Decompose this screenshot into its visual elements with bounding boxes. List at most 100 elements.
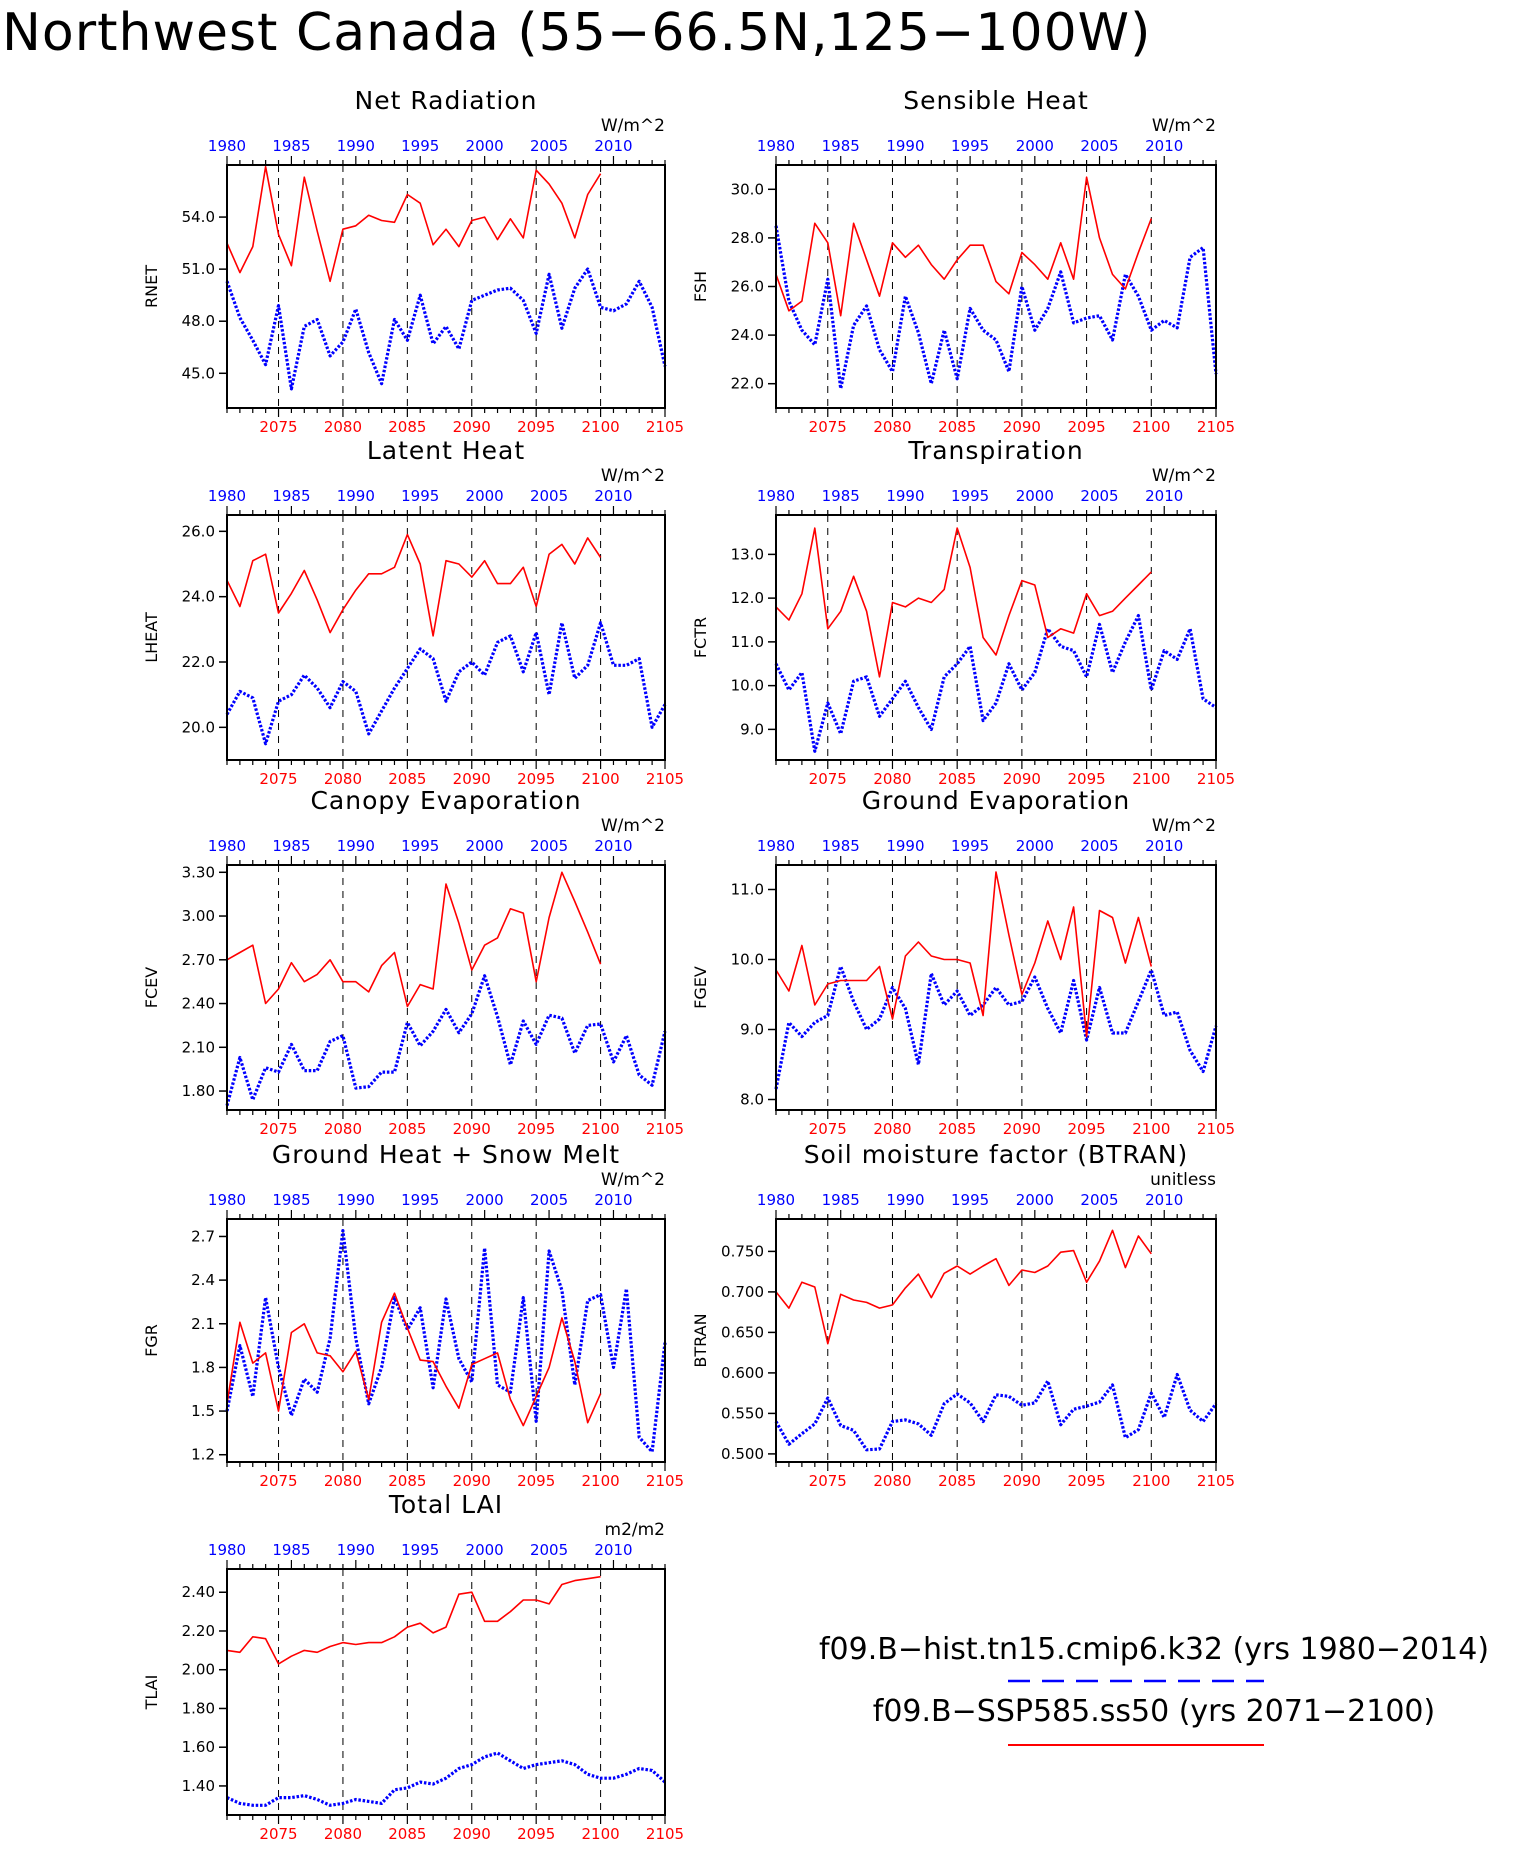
panel-title: Total LAI: [388, 1490, 503, 1519]
y-tick-label: 2.40: [182, 995, 215, 1013]
y-tick-label: 2.40: [182, 1583, 215, 1601]
y-tick-label: 13.0: [731, 545, 764, 563]
y-tick-label: 26.0: [182, 522, 215, 540]
top-x-tick-label: 1990: [337, 1191, 375, 1209]
bottom-x-tick-label: 2085: [388, 1120, 426, 1138]
bottom-x-tick-label: 2100: [1132, 1472, 1170, 1490]
top-x-tick-label: 2010: [594, 487, 632, 505]
unit-label: W/m^2: [601, 1170, 665, 1190]
bottom-x-tick-label: 2090: [453, 1472, 491, 1490]
top-x-tick-label: 2000: [466, 1541, 504, 1559]
plot-frame: [775, 864, 1217, 1111]
panel-fsh: Sensible Heat W/m^2 FSH 22.0 24.0 26.0 28.0 30.…: [691, 86, 1235, 436]
panel-title: Sensible Heat: [903, 86, 1089, 115]
y-tick-label: 0.750: [721, 1242, 764, 1260]
unit-label: W/m^2: [1152, 466, 1216, 486]
bottom-x-tick-label: 2105: [646, 1472, 684, 1490]
y-tick-label: 22.0: [182, 653, 215, 671]
bottom-x-tick-label: 2080: [324, 418, 362, 436]
bottom-x-tick-label: 2090: [453, 770, 491, 788]
bottom-x-tick-label: 2105: [1197, 770, 1235, 788]
series-line-hist: [225, 267, 667, 391]
legend-hist-label: f09.B−hist.tn15.cmip6.k32 (yrs 1980−2014…: [819, 1632, 1489, 1667]
bottom-x-tick-label: 2090: [1003, 770, 1041, 788]
series-line-ssp585: [226, 165, 602, 283]
bottom-x-tick-label: 2105: [646, 1120, 684, 1138]
top-x-tick-label: 2010: [594, 1541, 632, 1559]
bottom-x-tick-label: 2080: [324, 770, 362, 788]
top-x-tick-label: 2010: [594, 1191, 632, 1209]
series-line-hist: [226, 1751, 667, 1807]
bottom-x-tick-label: 2090: [453, 1825, 491, 1843]
top-x-tick-label: 1985: [822, 837, 860, 855]
top-x-tick-label: 1995: [951, 487, 989, 505]
top-x-tick-label: 1990: [337, 487, 375, 505]
top-x-tick-label: 1995: [401, 487, 439, 505]
panel-fctr: Transpiration W/m^2 FCTR 9.0 10.0 11.0 12.0 13.…: [691, 436, 1235, 788]
top-x-tick-label: 1990: [337, 137, 375, 155]
y-tick-label: 1.5: [191, 1402, 215, 1420]
bottom-x-tick-label: 2090: [1003, 1472, 1041, 1490]
y-tick-label: 0.550: [721, 1404, 764, 1422]
bottom-x-tick-label: 2075: [259, 1120, 297, 1138]
y-axis-label: LHEAT: [142, 612, 161, 663]
panel-lheat: Latent Heat W/m^2 LHEAT 20.0 22.0 24.0 26.0 207…: [142, 436, 684, 788]
y-tick-label: 8.0: [740, 1091, 764, 1109]
figure-title: Northwest Canada (55−66.5N,125−100W): [2, 3, 1151, 63]
series-line-hist: [774, 225, 1218, 391]
bottom-x-tick-label: 2085: [388, 1825, 426, 1843]
top-x-tick-label: 1980: [757, 1191, 795, 1209]
bottom-x-tick-label: 2105: [1197, 418, 1235, 436]
top-x-tick-label: 2000: [1016, 137, 1054, 155]
top-x-tick-label: 1990: [886, 837, 924, 855]
bottom-x-tick-label: 2090: [1003, 418, 1041, 436]
y-axis-label: FGEV: [691, 966, 710, 1009]
bottom-x-tick-label: 2075: [809, 1120, 847, 1138]
top-x-tick-label: 1995: [401, 1191, 439, 1209]
bottom-x-tick-label: 2085: [938, 770, 976, 788]
bottom-x-tick-label: 2080: [873, 1472, 911, 1490]
top-x-tick-label: 1985: [272, 1191, 310, 1209]
top-x-tick-label: 1990: [886, 487, 924, 505]
bottom-x-tick-label: 2090: [453, 418, 491, 436]
unit-label: W/m^2: [601, 116, 665, 136]
bottom-x-tick-label: 2100: [1132, 770, 1170, 788]
y-tick-label: 1.80: [182, 1082, 215, 1100]
y-tick-label: 26.0: [731, 278, 764, 296]
unit-label: W/m^2: [1152, 116, 1216, 136]
series-line-hist: [225, 1228, 667, 1454]
top-x-tick-label: 2005: [530, 137, 568, 155]
panel-title: Canopy Evaporation: [310, 786, 581, 815]
y-tick-label: 3.00: [182, 907, 215, 925]
top-x-tick-label: 1985: [272, 837, 310, 855]
y-tick-label: 0.700: [721, 1283, 764, 1301]
panel-title: Net Radiation: [355, 86, 538, 115]
unit-label: unitless: [1150, 1170, 1216, 1190]
bottom-x-tick-label: 2075: [809, 1472, 847, 1490]
series-line-hist: [774, 613, 1217, 753]
top-x-tick-label: 2000: [466, 487, 504, 505]
top-x-tick-label: 2005: [530, 837, 568, 855]
y-axis-label: FCTR: [691, 617, 710, 658]
bottom-x-tick-label: 2095: [517, 1825, 555, 1843]
legend: f09.B−hist.tn15.cmip6.k32 (yrs 1980−2014…: [819, 1632, 1489, 1746]
bottom-x-tick-label: 2075: [259, 770, 297, 788]
y-axis-label: FSH: [691, 271, 710, 302]
unit-label: W/m^2: [601, 466, 665, 486]
bottom-x-tick-label: 2085: [388, 1472, 426, 1490]
y-tick-label: 51.0: [182, 260, 215, 278]
plot-frame: [775, 514, 1217, 761]
series-line-ssp585: [775, 1229, 1152, 1345]
bottom-x-tick-label: 2100: [1132, 418, 1170, 436]
top-x-tick-label: 2010: [594, 137, 632, 155]
y-tick-label: 48.0: [182, 312, 215, 330]
bottom-x-tick-label: 2100: [581, 770, 619, 788]
y-tick-label: 1.60: [182, 1738, 215, 1756]
top-x-tick-label: 2010: [1145, 1191, 1183, 1209]
panel-title: Transpiration: [907, 436, 1083, 465]
plot-frame: [226, 1568, 666, 1816]
top-x-tick-label: 2005: [1080, 487, 1118, 505]
y-tick-label: 2.70: [182, 951, 215, 969]
y-axis-label: BTRAN: [691, 1313, 710, 1367]
top-x-tick-label: 1985: [272, 1541, 310, 1559]
